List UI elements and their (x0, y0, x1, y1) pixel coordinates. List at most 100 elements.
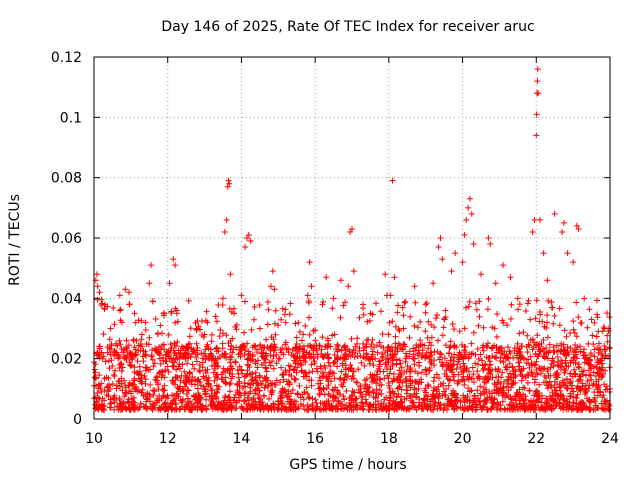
data-point (167, 347, 174, 354)
data-point (203, 308, 210, 315)
data-point (184, 360, 191, 367)
data-point (209, 406, 216, 413)
data-point (523, 396, 530, 403)
data-point (584, 324, 591, 331)
data-point (226, 381, 233, 388)
data-point (115, 351, 122, 358)
data-point (251, 405, 258, 412)
data-point (379, 405, 386, 412)
data-point (499, 369, 506, 376)
data-point (439, 392, 446, 399)
data-point (198, 406, 205, 413)
data-point (398, 393, 405, 400)
data-point (357, 404, 364, 411)
data-point (348, 396, 355, 403)
data-point (417, 318, 424, 325)
data-point (106, 382, 113, 389)
data-point (136, 387, 143, 394)
data-point (110, 371, 117, 378)
y-tick-label: 0.1 (60, 110, 82, 126)
data-point (479, 362, 486, 369)
data-point (174, 318, 181, 325)
data-point (319, 334, 326, 341)
data-point (577, 348, 584, 355)
data-point (320, 406, 327, 413)
data-point (452, 250, 459, 257)
data-point (411, 361, 418, 368)
data-point (314, 368, 321, 375)
data-point (426, 339, 433, 346)
data-point (606, 364, 613, 371)
data-point (128, 398, 135, 405)
data-point (118, 375, 125, 382)
data-point (141, 373, 148, 380)
data-point (401, 299, 408, 306)
data-point (125, 396, 132, 403)
data-point (366, 401, 373, 408)
data-point (155, 406, 162, 413)
data-point (350, 368, 357, 375)
data-point (246, 355, 253, 362)
data-point (563, 396, 570, 403)
data-point (473, 401, 480, 408)
data-point (513, 401, 520, 408)
data-point (571, 366, 578, 373)
data-point (534, 66, 541, 73)
data-point (171, 340, 178, 347)
data-point (524, 300, 531, 307)
data-point (534, 341, 541, 348)
data-point (385, 331, 392, 338)
data-point (470, 329, 477, 336)
data-point (319, 400, 326, 407)
data-point (254, 357, 261, 364)
data-point (125, 404, 132, 411)
data-point (389, 351, 396, 358)
data-point (216, 383, 223, 390)
data-point (131, 344, 138, 351)
x-tick-label: 14 (233, 431, 251, 447)
data-point (560, 219, 567, 226)
data-point (325, 342, 332, 349)
data-point (400, 405, 407, 412)
data-point (390, 375, 397, 382)
data-point (308, 382, 315, 389)
data-point (586, 367, 593, 374)
data-point (580, 404, 587, 411)
data-point (582, 387, 589, 394)
data-point (451, 405, 458, 412)
data-point (437, 381, 444, 388)
data-point (380, 344, 387, 351)
data-point (136, 404, 143, 411)
data-point (119, 319, 126, 326)
data-point (378, 357, 385, 364)
data-point (189, 361, 196, 368)
data-point (148, 262, 155, 269)
data-point (349, 349, 356, 356)
data-point (435, 375, 442, 382)
data-point (252, 377, 259, 384)
data-point (107, 404, 114, 411)
data-point (595, 340, 602, 347)
data-point (219, 351, 226, 358)
data-point (406, 348, 413, 355)
data-point (448, 353, 455, 360)
data-point (110, 304, 117, 311)
data-point (601, 381, 608, 388)
data-point (124, 347, 131, 354)
data-point (474, 368, 481, 375)
data-point (397, 360, 404, 367)
data-point (102, 301, 109, 308)
data-point (497, 405, 504, 412)
data-point (163, 358, 170, 365)
data-point (516, 301, 523, 308)
data-point (534, 332, 541, 339)
data-point (183, 401, 190, 408)
data-point (321, 405, 328, 412)
data-point (484, 340, 491, 347)
data-point (587, 399, 594, 406)
data-point (303, 406, 310, 413)
data-point (573, 400, 580, 407)
data-point (361, 362, 368, 369)
data-point (534, 78, 541, 85)
data-point (140, 392, 147, 399)
